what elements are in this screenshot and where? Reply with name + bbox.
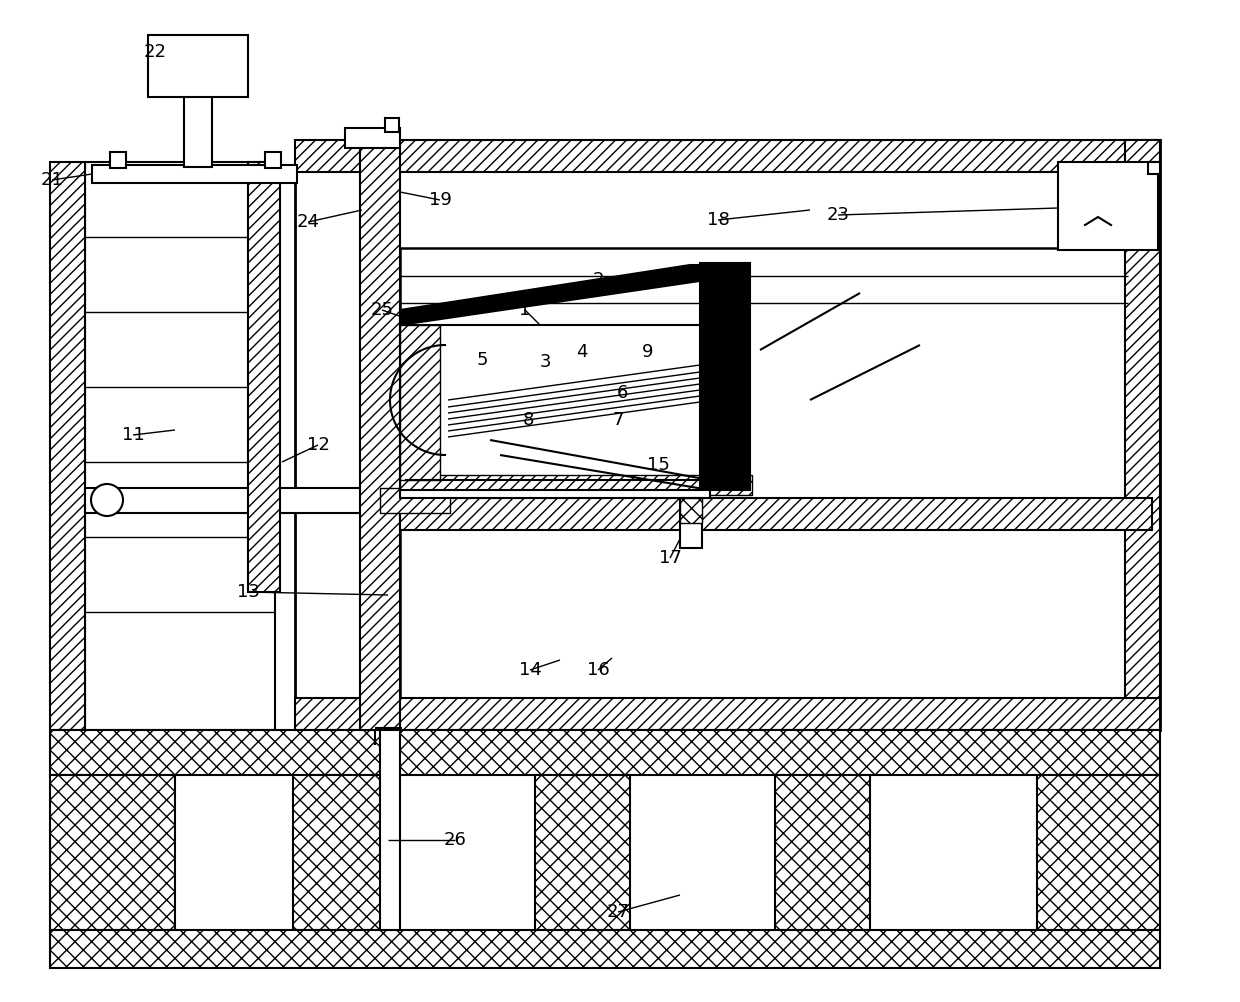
Text: 8: 8 bbox=[522, 411, 533, 429]
Bar bbox=[401, 325, 702, 480]
Bar bbox=[295, 140, 1159, 730]
Bar bbox=[86, 162, 275, 730]
Bar bbox=[148, 35, 248, 97]
Text: 23: 23 bbox=[827, 206, 849, 224]
Bar bbox=[50, 730, 1159, 775]
Bar bbox=[1148, 162, 1159, 174]
Bar bbox=[248, 162, 280, 592]
Text: 21: 21 bbox=[41, 171, 63, 189]
Bar bbox=[265, 152, 281, 168]
Bar bbox=[401, 475, 751, 495]
Bar bbox=[1037, 775, 1159, 930]
Bar bbox=[401, 248, 1128, 730]
Bar bbox=[293, 775, 388, 930]
Bar bbox=[534, 775, 630, 930]
Bar bbox=[680, 498, 702, 523]
Polygon shape bbox=[401, 265, 720, 325]
Text: 18: 18 bbox=[707, 211, 729, 229]
Text: 2: 2 bbox=[593, 271, 604, 289]
Bar bbox=[50, 162, 86, 730]
Bar bbox=[680, 498, 702, 548]
Text: 11: 11 bbox=[122, 426, 144, 444]
Bar bbox=[110, 152, 126, 168]
Bar bbox=[360, 140, 401, 730]
Text: 27: 27 bbox=[606, 903, 630, 921]
Text: 22: 22 bbox=[144, 43, 166, 61]
Text: 13: 13 bbox=[237, 583, 259, 601]
Text: 7: 7 bbox=[613, 411, 624, 429]
Text: 3: 3 bbox=[539, 353, 551, 371]
Bar bbox=[1125, 140, 1159, 730]
Text: 14: 14 bbox=[518, 661, 542, 679]
Bar bbox=[379, 488, 450, 513]
Bar bbox=[295, 698, 1159, 730]
Text: 24: 24 bbox=[296, 213, 320, 231]
Polygon shape bbox=[701, 263, 750, 490]
Circle shape bbox=[91, 484, 123, 516]
Bar bbox=[86, 488, 379, 513]
Text: 9: 9 bbox=[642, 343, 653, 361]
Text: 26: 26 bbox=[444, 831, 466, 849]
Bar bbox=[92, 165, 298, 183]
Bar bbox=[50, 930, 1159, 968]
Text: 1: 1 bbox=[520, 301, 531, 319]
Bar bbox=[50, 775, 175, 930]
Text: 12: 12 bbox=[306, 436, 330, 454]
Bar bbox=[184, 95, 212, 167]
Text: 17: 17 bbox=[658, 549, 682, 567]
Text: 15: 15 bbox=[646, 456, 670, 474]
Bar bbox=[1058, 162, 1158, 250]
Text: 25: 25 bbox=[371, 301, 393, 319]
Bar bbox=[401, 498, 1152, 530]
Bar bbox=[345, 128, 401, 148]
Bar bbox=[401, 490, 711, 498]
Bar bbox=[295, 140, 1159, 172]
Text: 5: 5 bbox=[476, 351, 487, 369]
Bar bbox=[401, 325, 440, 480]
Bar bbox=[384, 118, 399, 132]
Text: 19: 19 bbox=[429, 191, 451, 209]
Text: 6: 6 bbox=[616, 384, 627, 402]
Text: 4: 4 bbox=[577, 343, 588, 361]
Text: 16: 16 bbox=[587, 661, 609, 679]
Bar bbox=[379, 730, 401, 930]
Bar bbox=[775, 775, 870, 930]
